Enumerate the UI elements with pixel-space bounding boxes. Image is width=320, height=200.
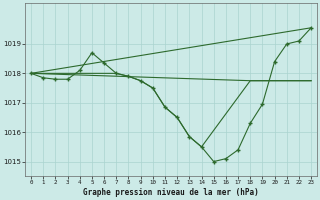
- X-axis label: Graphe pression niveau de la mer (hPa): Graphe pression niveau de la mer (hPa): [83, 188, 259, 197]
